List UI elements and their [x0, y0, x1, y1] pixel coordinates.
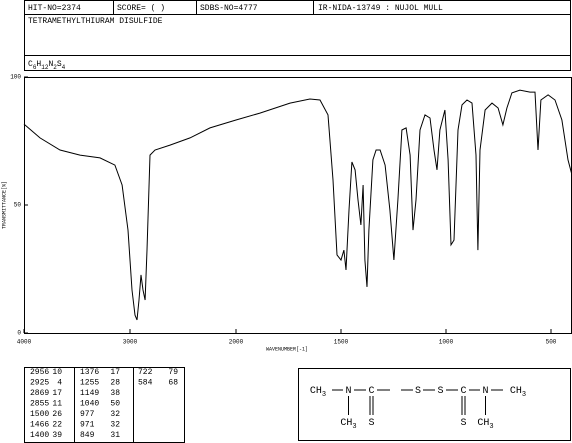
peak-wavenumber: 971 — [80, 421, 95, 430]
peak-wavenumber: 1400 — [30, 431, 49, 440]
sdbs-no: SDBS-NO=4777 — [200, 4, 258, 13]
x-axis-title: WAVENUMBER[-1] — [266, 346, 308, 352]
atom-label: S — [460, 418, 466, 429]
formula: C6H12N2S4 — [28, 60, 66, 71]
peak-transmittance: 28 — [110, 379, 120, 388]
atom-label: S — [368, 418, 374, 429]
atom: S — [460, 418, 466, 429]
plot-frame — [24, 77, 572, 334]
atom: S — [415, 386, 421, 397]
formula-subscript: 12 — [41, 64, 49, 71]
atom: S — [437, 386, 443, 397]
atom-label: CH — [340, 418, 352, 429]
peak-transmittance: 32 — [110, 421, 120, 430]
y-tick-label: 100 — [10, 74, 21, 81]
atom-label: C — [460, 386, 466, 397]
formula-element: S — [57, 60, 62, 69]
atom-subscript: 3 — [489, 423, 493, 431]
peak-wavenumber: 1500 — [30, 410, 49, 419]
peak-transmittance: 38 — [110, 389, 120, 398]
atom-subscript: 3 — [522, 391, 526, 399]
peak-wavenumber: 977 — [80, 410, 95, 419]
atom-label: N — [345, 386, 351, 397]
formula-subscript: 4 — [62, 64, 66, 71]
formula-subscript: 6 — [33, 64, 37, 71]
y-axis-title: TRANSMITTANCE[%] — [1, 181, 7, 229]
peak-wavenumber: 2956 — [30, 368, 49, 377]
atom-label: S — [415, 386, 421, 397]
peak-transmittance: 10 — [52, 368, 62, 377]
peak-wavenumber: 1376 — [80, 368, 99, 377]
atom-label: S — [437, 386, 443, 397]
x-tick-label: 500 — [546, 339, 557, 346]
atom-subscript: 3 — [352, 423, 356, 431]
atom: S — [368, 418, 374, 429]
atom: C — [460, 386, 466, 397]
atom-label: C — [368, 386, 374, 397]
atom: CH3 — [510, 386, 526, 399]
peak-wavenumber: 1466 — [30, 421, 49, 430]
peak-transmittance: 26 — [52, 410, 62, 419]
x-tick-label: 1000 — [439, 339, 454, 346]
peak-transmittance: 68 — [168, 379, 178, 388]
peak-transmittance: 17 — [110, 368, 120, 377]
peak-wavenumber: 849 — [80, 431, 95, 440]
peak-transmittance: 22 — [52, 421, 62, 430]
formula-subscript: 2 — [53, 64, 57, 71]
atom-label: N — [482, 386, 488, 397]
header-box — [24, 0, 571, 71]
x-tick-label: 1500 — [334, 339, 349, 346]
atom: CH3 — [477, 418, 493, 431]
spectrum-line — [23, 89, 572, 321]
score: SCORE= ( ) — [117, 4, 165, 13]
peak-transmittance: 39 — [52, 431, 62, 440]
formula-element: H — [36, 60, 41, 69]
formula-element: N — [48, 60, 53, 69]
hit-no: HIT-NO=2374 — [28, 4, 81, 13]
peak-transmittance: 11 — [52, 400, 62, 409]
atom: N — [482, 386, 488, 397]
x-tick-label: 3000 — [123, 339, 138, 346]
peak-transmittance: 32 — [110, 410, 120, 419]
x-tick-label: 4000 — [17, 339, 32, 346]
peak-wavenumber: 584 — [138, 379, 153, 388]
peak-wavenumber: 1149 — [80, 389, 99, 398]
peak-wavenumber: 1040 — [80, 400, 99, 409]
x-tick-label: 2000 — [229, 339, 244, 346]
atom-label: CH — [477, 418, 489, 429]
atom: C — [368, 386, 374, 397]
peak-wavenumber: 2869 — [30, 389, 49, 398]
peak-wavenumber: 722 — [138, 368, 153, 377]
atom: N — [345, 386, 351, 397]
bonds — [332, 389, 503, 415]
structure-box — [298, 368, 571, 441]
atom: CH3 — [310, 386, 326, 399]
source: IR-NIDA-13749 : NUJOL MULL — [318, 4, 443, 13]
peak-transmittance: 17 — [52, 389, 62, 398]
atom-label: CH — [510, 386, 522, 397]
peak-transmittance: 4 — [57, 379, 62, 388]
y-tick-label: 0 — [17, 330, 21, 337]
y-tick-label: 50 — [14, 202, 22, 209]
peak-wavenumber: 1255 — [80, 379, 99, 388]
atom-subscript: 3 — [322, 391, 326, 399]
atom: CH3 — [340, 418, 356, 431]
peak-wavenumber: 2855 — [30, 400, 49, 409]
atom-label: CH — [310, 386, 322, 397]
formula-element: C — [28, 60, 33, 69]
peak-transmittance: 31 — [110, 431, 120, 440]
compound-name: TETRAMETHYLTHIURAM DISULFIDE — [28, 17, 163, 26]
peak-transmittance: 79 — [168, 368, 178, 377]
peak-wavenumber: 2925 — [30, 379, 49, 388]
peak-transmittance: 50 — [110, 400, 120, 409]
